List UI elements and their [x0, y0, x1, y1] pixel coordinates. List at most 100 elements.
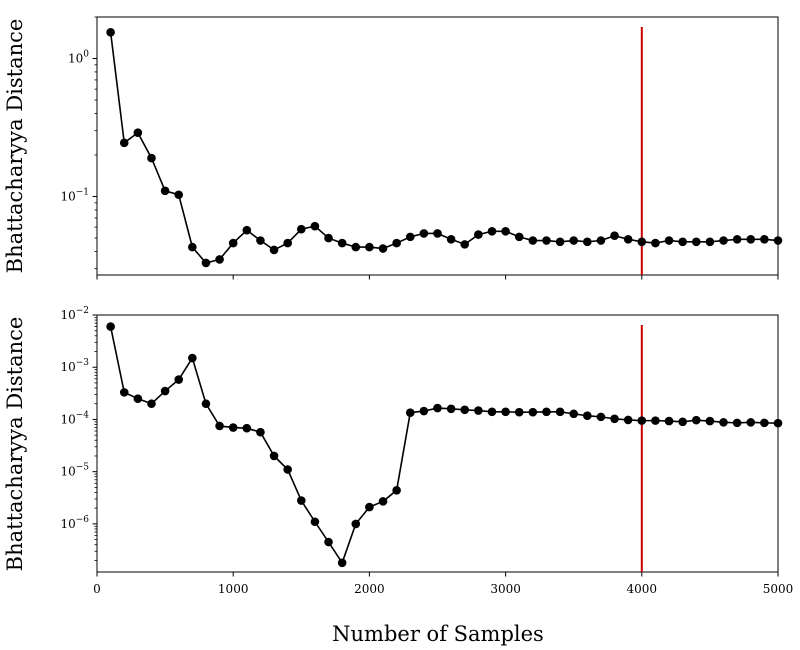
data-point — [569, 236, 578, 245]
plot-frame — [96, 314, 779, 573]
data-point — [678, 237, 687, 247]
data-point — [637, 416, 647, 425]
data-point — [501, 407, 510, 417]
data-point — [773, 236, 783, 245]
data-point — [651, 238, 660, 248]
plot-frame — [96, 16, 779, 276]
data-point — [596, 412, 606, 422]
data-point — [337, 558, 347, 568]
data-point — [664, 416, 674, 426]
data-point — [378, 497, 388, 506]
data-point — [596, 236, 606, 245]
data-point — [719, 418, 728, 427]
x-tick-label: 4000 — [627, 582, 658, 596]
data-point — [106, 322, 115, 331]
x-tick-label: 3000 — [490, 582, 521, 596]
data-point — [106, 27, 115, 37]
data-point — [433, 229, 442, 238]
data-point — [746, 234, 756, 244]
data-point — [119, 388, 129, 397]
data-point — [555, 407, 565, 417]
data-point — [773, 418, 783, 428]
data-point — [228, 423, 238, 432]
data-point — [242, 423, 252, 433]
bottom-y-axis-label: Bhattacharyya Distance — [3, 317, 27, 572]
data-point — [705, 416, 715, 426]
data-point — [542, 407, 551, 417]
data-point — [487, 407, 497, 417]
data-point — [188, 242, 197, 252]
data-point — [610, 414, 619, 424]
y-tick-label: 10−1 — [60, 188, 89, 204]
data-point — [760, 234, 769, 244]
top-panel: 100 10−1 — [60, 16, 783, 280]
data-point — [174, 190, 184, 200]
data-point — [623, 415, 633, 425]
y-tick-label: 10−6 — [60, 515, 89, 531]
data-point — [283, 465, 292, 474]
data-point — [324, 233, 333, 243]
data-point — [419, 229, 429, 238]
data-point — [228, 238, 238, 248]
data-point — [378, 244, 388, 253]
data-point — [201, 399, 211, 409]
y-tick-label: 10−5 — [60, 463, 89, 479]
data-point — [392, 238, 401, 248]
y-tick-label: 100 — [68, 50, 89, 66]
data-point — [405, 408, 415, 417]
data-point — [514, 232, 524, 242]
data-point — [555, 237, 565, 247]
data-point — [446, 404, 456, 414]
data-point — [297, 496, 306, 505]
data-point — [133, 128, 143, 138]
data-point — [637, 237, 647, 247]
data-point — [746, 418, 756, 427]
data-point — [310, 517, 320, 527]
series-line — [109, 326, 779, 565]
data-point — [691, 237, 701, 247]
data-point — [283, 238, 292, 248]
data-point — [487, 226, 497, 236]
data-point — [188, 353, 197, 363]
data-point — [419, 406, 429, 416]
data-point — [651, 416, 660, 425]
data-point — [460, 240, 470, 249]
data-point — [405, 232, 415, 242]
data-point — [433, 403, 442, 413]
data-point — [269, 451, 279, 461]
y-tick-label: 10−3 — [60, 358, 89, 374]
data-point — [583, 411, 592, 420]
x-tick-label: 5000 — [763, 582, 794, 596]
data-point — [242, 225, 252, 235]
data-point — [324, 537, 333, 547]
data-point — [664, 236, 674, 245]
data-point — [501, 226, 510, 236]
x-tick-label: 2000 — [354, 582, 385, 596]
data-point — [215, 421, 224, 431]
data-point — [474, 406, 483, 415]
data-point — [610, 231, 619, 241]
data-point — [542, 236, 551, 245]
data-point — [732, 234, 742, 244]
data-point — [528, 236, 538, 245]
bottom-panel: 10−2 10−3 10−4 10−5 10−6 0 1000 2000 3000 4000 500… — [60, 306, 793, 596]
data-point — [215, 255, 224, 264]
data-point — [160, 186, 170, 196]
data-point — [256, 236, 265, 245]
x-tick-label: 0 — [93, 582, 101, 596]
data-point — [147, 399, 156, 409]
data-point — [474, 230, 483, 239]
series-line — [109, 32, 779, 264]
data-point — [297, 224, 306, 234]
data-point — [133, 394, 143, 403]
x-tick-label: 1000 — [218, 582, 249, 596]
data-point — [365, 502, 374, 512]
data-point — [569, 409, 578, 419]
data-point — [365, 242, 374, 252]
data-point — [119, 138, 129, 148]
data-point — [583, 237, 592, 247]
data-point — [760, 418, 769, 428]
data-point — [174, 375, 184, 384]
data-point — [446, 234, 456, 244]
